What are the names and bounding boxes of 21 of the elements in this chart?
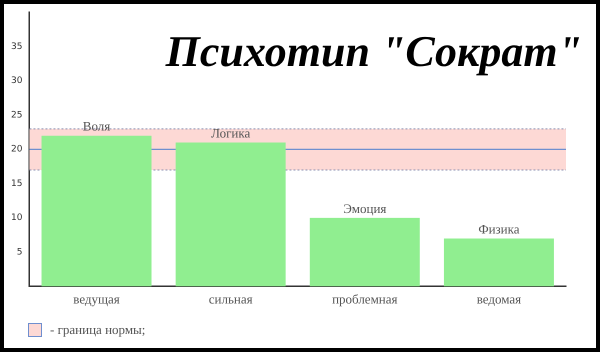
data-label: Логика bbox=[211, 125, 250, 140]
y-tick-label: 30 bbox=[11, 76, 23, 86]
bar bbox=[42, 136, 152, 286]
x-tick-label: проблемная bbox=[332, 292, 398, 307]
x-tick-label: сильная bbox=[208, 292, 253, 307]
y-tick-label: 35 bbox=[11, 42, 22, 52]
y-tick-label: 20 bbox=[11, 144, 23, 155]
data-label: Эмоция bbox=[343, 200, 386, 216]
y-tick-label: 5 bbox=[16, 247, 22, 258]
bar bbox=[176, 142, 286, 286]
y-tick-label: 15 bbox=[11, 178, 22, 189]
bar bbox=[444, 238, 554, 286]
chart-title: Психотип "Сократ" bbox=[166, 26, 582, 77]
x-tick-label: ведомая bbox=[476, 292, 522, 307]
data-label: Воля bbox=[82, 118, 110, 134]
bar bbox=[310, 218, 420, 286]
data-label: Физика bbox=[478, 221, 520, 236]
legend-label: - граница нормы; bbox=[50, 322, 146, 338]
y-tick-label: 25 bbox=[11, 110, 22, 120]
y-tick-label: 10 bbox=[11, 213, 23, 224]
x-tick-label: ведущая bbox=[73, 292, 120, 307]
